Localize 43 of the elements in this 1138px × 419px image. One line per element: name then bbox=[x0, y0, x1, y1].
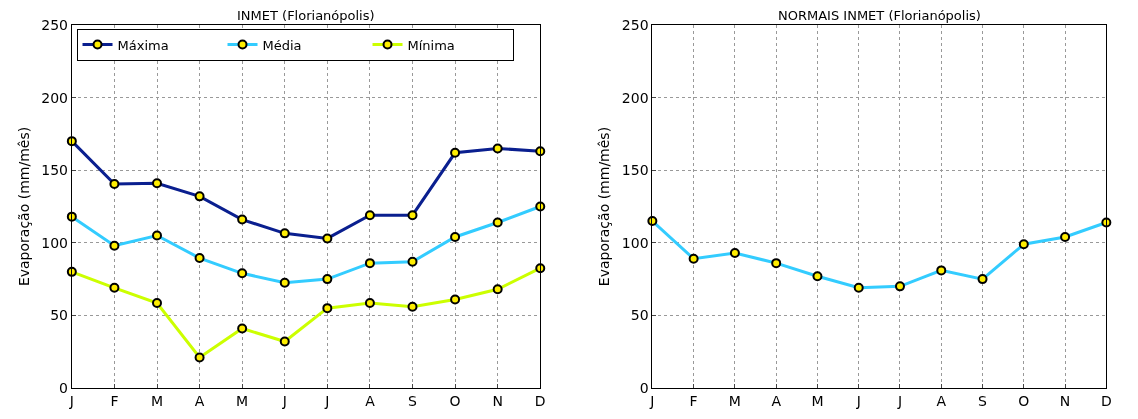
y-tick-label: 150 bbox=[621, 162, 649, 179]
y-tick-label: 250 bbox=[621, 16, 649, 33]
legend-label: Média bbox=[262, 37, 302, 53]
legend-label: Mínima bbox=[407, 37, 455, 53]
x-tick-label: F bbox=[689, 392, 698, 409]
y-tick-label: 50 bbox=[50, 307, 69, 324]
x-tick-label: A bbox=[936, 392, 947, 409]
chart-title: NORMAIS INMET (Florianópolis) bbox=[778, 8, 981, 23]
y-axis-title: Evaporação (mm/mês) bbox=[596, 126, 613, 287]
y-tick-label: 250 bbox=[41, 16, 69, 33]
y-tick-label: 200 bbox=[41, 89, 69, 106]
y-tick-label: 100 bbox=[41, 234, 69, 251]
x-tick-label: O bbox=[449, 392, 461, 409]
x-tick-label: J bbox=[855, 392, 861, 409]
x-tick-label: J bbox=[324, 392, 330, 409]
x-tick-label: F bbox=[110, 392, 119, 409]
legend-label: Máxima bbox=[117, 37, 169, 53]
x-tick-label: M bbox=[236, 392, 249, 409]
x-tick-label: M bbox=[728, 392, 741, 409]
x-tick-label: A bbox=[365, 392, 376, 409]
y-tick-label: 100 bbox=[621, 234, 649, 251]
x-tick-label: D bbox=[1100, 392, 1112, 409]
y-tick-label: 200 bbox=[621, 89, 649, 106]
x-tick-label: J bbox=[68, 392, 74, 409]
x-tick-label: O bbox=[1018, 392, 1030, 409]
x-tick-label: J bbox=[896, 392, 903, 409]
y-tick-label: 50 bbox=[630, 307, 649, 324]
x-tick-label: J bbox=[649, 392, 655, 409]
y-axis-title: Evaporação (mm/mês) bbox=[15, 126, 32, 287]
y-tick-label: 0 bbox=[639, 379, 649, 396]
x-tick-label: S bbox=[408, 392, 418, 409]
x-tick-label: S bbox=[978, 392, 988, 409]
x-tick-label: A bbox=[194, 392, 205, 409]
x-tick-label: J bbox=[281, 392, 287, 409]
x-tick-label: N bbox=[1059, 392, 1071, 409]
x-tick-label: A bbox=[771, 392, 782, 409]
y-tick-label: 150 bbox=[41, 162, 69, 179]
x-tick-label: N bbox=[492, 392, 503, 409]
x-tick-label: D bbox=[534, 392, 546, 409]
y-tick-label: 0 bbox=[59, 379, 69, 396]
x-tick-label: M bbox=[150, 392, 164, 409]
chart-title: INMET (Florianópolis) bbox=[237, 8, 375, 23]
x-tick-label: M bbox=[811, 392, 824, 409]
